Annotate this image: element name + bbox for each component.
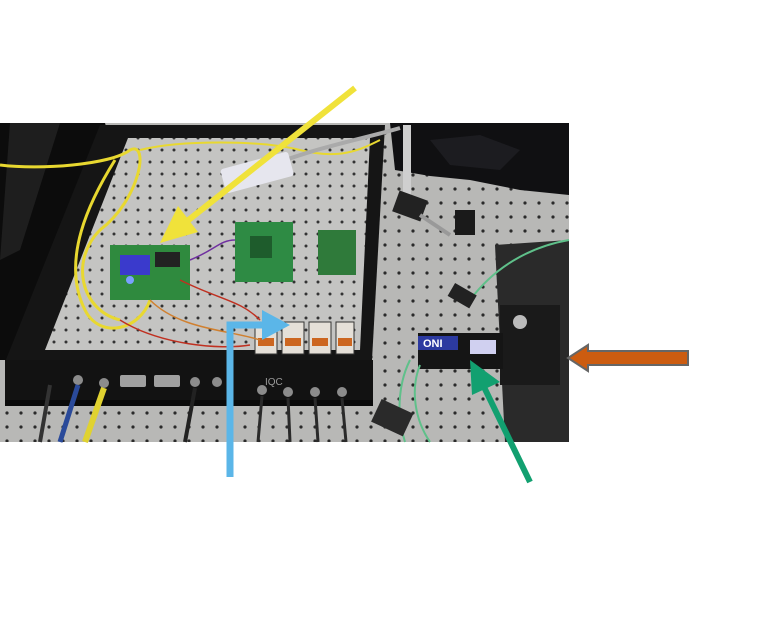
optics: ONI [371, 125, 570, 443]
blue-arrow [226, 310, 290, 477]
interior-components [0, 126, 401, 355]
front-panel-connectors [73, 375, 347, 397]
camera-brand-label: ONI [423, 338, 443, 350]
enclosure-brand-label: IQC [265, 377, 283, 388]
yellow-arrow [160, 85, 357, 243]
green-arrow [470, 360, 533, 484]
orange-arrow [566, 343, 689, 373]
